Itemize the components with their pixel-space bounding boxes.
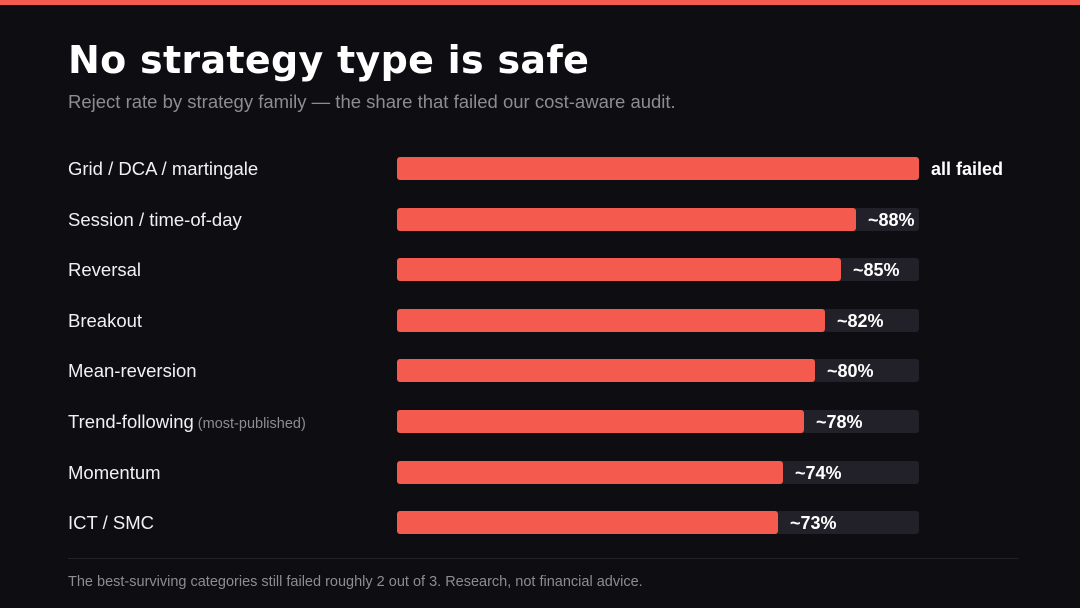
category-label: Trend-following (most-published) (68, 405, 306, 439)
bar-row: Reversal ~85% (0, 253, 1080, 287)
bar-row: ICT / SMC ~73% (0, 506, 1080, 540)
category-name: Grid / DCA / martingale (68, 158, 259, 179)
category-label: Session / time-of-day (68, 203, 242, 237)
value-label: ~85% (853, 260, 900, 281)
category-note: (most-published) (197, 416, 306, 432)
category-label: Momentum (68, 456, 161, 490)
category-label: Reversal (68, 253, 141, 287)
bar-fill (397, 308, 825, 332)
category-name: Reversal (68, 259, 141, 281)
category-name: Momentum (68, 461, 161, 483)
bar-row: Session / time-of-day ~88% (0, 203, 1080, 237)
value-label: ~74% (795, 462, 842, 483)
value-label: ~82% (837, 310, 884, 331)
category-name: Trend-following (68, 411, 194, 432)
category-name: Mean-reversion (68, 360, 197, 382)
bar-fill (397, 410, 804, 433)
value-label: ~80% (827, 361, 874, 382)
bar-track (397, 410, 919, 433)
bar-track (397, 359, 919, 383)
bar-row: Breakout ~82% (0, 304, 1080, 338)
chart-subtitle: Reject rate by strategy family — the sha… (68, 91, 676, 112)
value-label: ~78% (816, 412, 863, 432)
bar-track (397, 207, 919, 231)
category-label: ICT / SMC (68, 506, 154, 540)
bar-track (397, 157, 919, 180)
bar-track (397, 258, 919, 282)
value-label: ~88% (868, 209, 915, 230)
bar-row: Trend-following (most-published) ~78% (0, 405, 1080, 439)
value-label: all failed (931, 159, 1004, 179)
footnote: The best-surviving categories still fail… (68, 574, 643, 590)
category-label: Mean-reversion (68, 354, 197, 388)
category-name: ICT / SMC (68, 512, 154, 534)
category-label: Grid / DCA / martingale (68, 152, 258, 186)
bar-fill (397, 258, 841, 282)
bar-fill (397, 207, 856, 231)
top-accent-bar (0, 0, 1080, 5)
bar-row: Momentum ~74% (0, 456, 1080, 490)
bar-row: Grid / DCA / martingale all failed (0, 152, 1080, 186)
bar-track (397, 511, 919, 535)
bar-track (397, 308, 919, 332)
category-name: Session / time-of-day (68, 208, 242, 230)
category-name: Breakout (68, 309, 143, 331)
value-label: ~73% (790, 513, 837, 534)
bar-fill (397, 460, 783, 484)
bar-track (397, 460, 919, 484)
category-label: Breakout (68, 304, 142, 338)
bar-fill (397, 511, 778, 535)
bar-fill (397, 359, 815, 383)
bar-row: Mean-reversion ~80% (0, 354, 1080, 388)
bar-fill (397, 157, 919, 180)
chart-title: No strategy type is safe (68, 38, 590, 82)
footer-divider (68, 558, 1018, 559)
